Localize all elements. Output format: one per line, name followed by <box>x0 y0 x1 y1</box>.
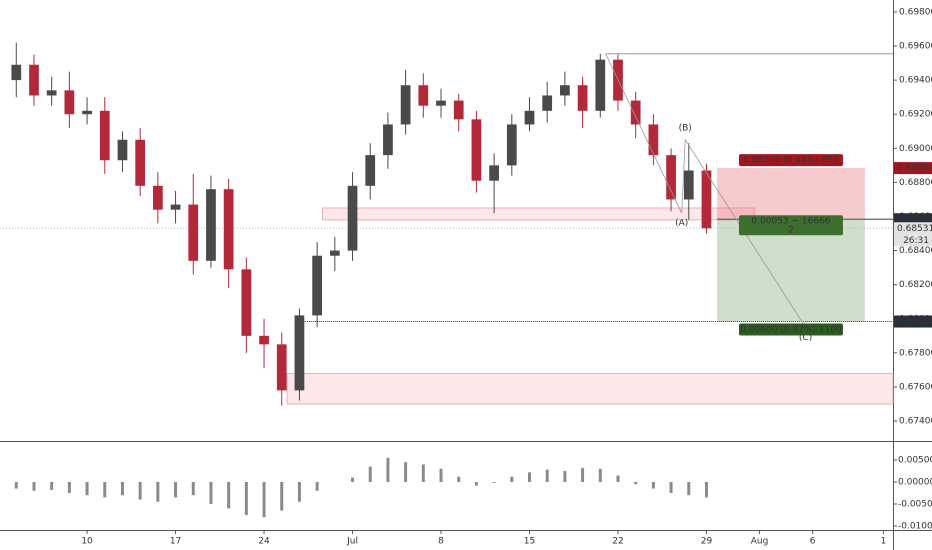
candle-body <box>365 155 376 186</box>
candle-body <box>418 85 429 106</box>
x-tick-label: 6 <box>810 537 816 547</box>
x-tick-label: 8 <box>438 537 444 547</box>
candle-body <box>312 255 323 316</box>
candle-body <box>453 100 464 120</box>
candle-body <box>64 90 75 115</box>
candle-body <box>595 59 606 111</box>
x-tick-label: 10 <box>81 537 93 547</box>
price-tag-bg <box>894 222 932 235</box>
candle-body <box>223 189 234 270</box>
countdown: 26:31 <box>903 236 929 246</box>
price-tag: 0.68884 <box>897 164 932 174</box>
candle-body <box>241 269 252 336</box>
osc-y-tick-label: -0.01000 <box>898 521 932 531</box>
candle-body <box>683 170 694 200</box>
price-tag: 0.67984 <box>897 317 932 327</box>
candle-body <box>276 344 287 391</box>
stop-zone <box>717 168 865 220</box>
entry-label-2: 2 <box>788 226 794 236</box>
candle-body <box>29 64 39 96</box>
stop-label-bg <box>738 154 843 167</box>
price-tag: 0.68584 <box>897 215 932 225</box>
candle-body <box>135 139 146 186</box>
entry-label-bg <box>738 215 843 236</box>
candle-body <box>259 335 269 345</box>
candle-body <box>630 100 641 125</box>
entry-label: 0.00053 ~ 16666 <box>751 217 830 227</box>
x-tick-label: 17 <box>170 537 181 547</box>
x-tick-label: 22 <box>612 537 623 547</box>
candle-body <box>471 119 482 181</box>
candle-body <box>560 85 570 96</box>
target-label-bg <box>738 323 843 336</box>
candle-body <box>436 100 446 106</box>
x-tick-label: Aug <box>751 537 769 547</box>
x-tick-label: 24 <box>258 537 270 547</box>
osc-y-tick-label: 0.00000 <box>898 477 932 487</box>
zone <box>286 372 894 405</box>
x-tick-label: 29 <box>701 537 713 547</box>
candle-body <box>152 185 163 210</box>
candle-body <box>347 185 358 251</box>
stop-label: 0.00300 (0.44%) 950 <box>743 156 839 166</box>
candle-body <box>46 90 57 96</box>
candle-body <box>329 250 340 256</box>
candle-body <box>383 124 393 156</box>
candle-body <box>294 315 305 391</box>
candle-body <box>170 204 181 210</box>
candle-body <box>206 189 216 261</box>
x-tick-label: Jul <box>346 537 358 547</box>
wave-label: (C) <box>799 333 812 343</box>
candle-body <box>648 124 659 156</box>
candle-body <box>506 124 517 166</box>
candle-body <box>82 110 92 115</box>
wave-label: (B) <box>679 123 692 133</box>
osc-y-tick-label: -0.00500 <box>898 499 932 509</box>
countdown-bg <box>894 234 932 247</box>
price-tag-bg <box>894 315 932 328</box>
osc-y-tick-label: 0.00500 <box>898 455 932 465</box>
candle-body <box>400 85 411 125</box>
candle-body <box>188 204 199 261</box>
candle-body <box>11 64 22 81</box>
zone <box>322 207 755 221</box>
price-tag-bg <box>894 162 932 175</box>
candle-body <box>577 85 588 111</box>
wave-label: (A) <box>675 219 688 229</box>
candle-body <box>117 139 128 161</box>
x-tick-label: 15 <box>524 537 535 547</box>
price-tag-bg <box>894 213 932 226</box>
candle-body <box>701 170 712 229</box>
target-label: 0.00600 (0.87%) 1100 <box>740 325 842 335</box>
candle-body <box>99 110 110 161</box>
candle-body <box>524 110 535 125</box>
x-tick-label: 1 <box>881 537 887 547</box>
candle-body <box>666 155 676 200</box>
candle-body <box>542 95 553 111</box>
price-tag: 0.68531 <box>897 224 932 234</box>
candle-body <box>489 165 499 181</box>
